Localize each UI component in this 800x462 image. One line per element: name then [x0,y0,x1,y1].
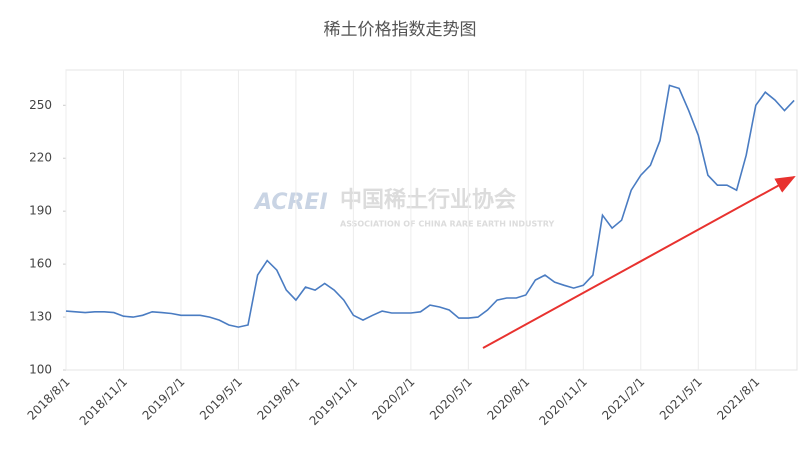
chart-title: 稀土价格指数走势图 [324,20,477,40]
x-tick-label: 2020/5/1 [427,375,475,423]
x-tick-label: 2020/2/1 [369,375,417,423]
x-tick-label: 2018/8/1 [25,375,73,423]
watermark: ASSOCIATION OF CHINA RARE EARTH INDUSTRY [340,220,554,229]
x-tick-label: 2019/8/1 [254,375,302,423]
y-tick-label: 130 [29,310,52,324]
x-tick-label: 2019/11/1 [307,375,360,428]
y-tick-label: 100 [29,363,52,377]
x-tick-label: 2021/2/1 [599,375,647,423]
watermark: 中国稀土行业协会 [340,187,516,213]
x-tick-label: 2021/5/1 [657,375,705,423]
x-tick-label: 2020/11/1 [537,375,590,428]
x-tick-label: 2019/5/1 [197,375,245,423]
x-tick-label: 2018/11/1 [77,375,130,428]
watermark: ACREI [253,190,328,215]
y-tick-label: 190 [29,204,52,218]
x-tick-label: 2019/2/1 [140,375,188,423]
y-tick-label: 160 [29,257,52,271]
y-tick-label: 220 [29,151,52,165]
line [65,84,795,328]
y-tick-label: 250 [29,98,52,112]
x-tick-label: 2020/8/1 [484,375,532,423]
arrow [482,176,796,349]
x-tick-label: 2021/8/1 [714,375,762,423]
